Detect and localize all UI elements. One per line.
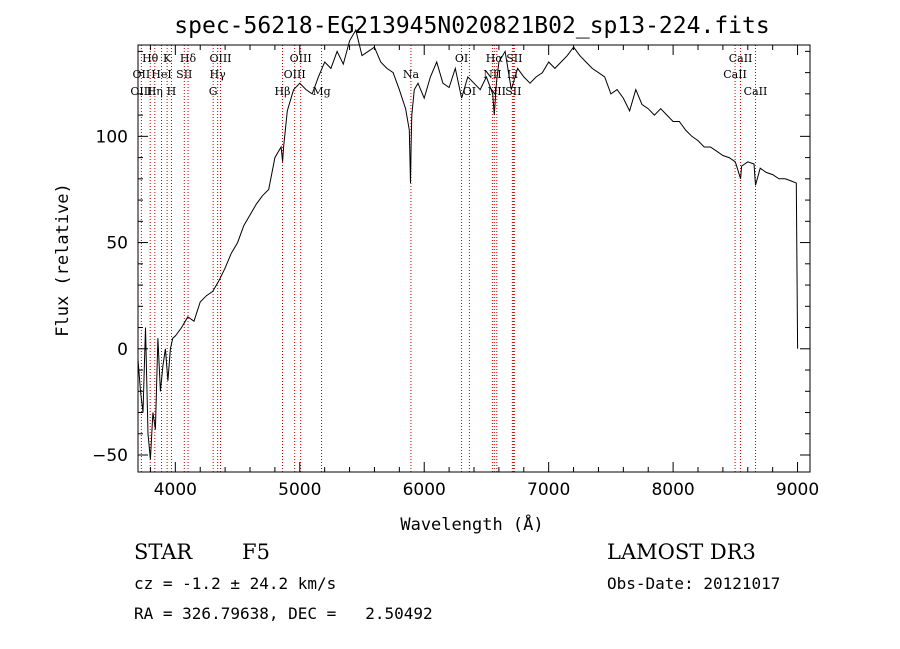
emission-line-markers bbox=[140, 45, 756, 472]
y-axis-label: Flux (relative) bbox=[53, 183, 73, 337]
survey-name: LAMOST DR3 bbox=[607, 540, 756, 564]
plot-frame bbox=[137, 44, 811, 473]
line-label: Na bbox=[403, 68, 420, 81]
spectrum-line bbox=[137, 28, 799, 460]
line-label: NII bbox=[488, 85, 506, 98]
line-label: NII bbox=[483, 68, 501, 81]
line-label: SII bbox=[505, 85, 521, 98]
line-label: CaII bbox=[723, 68, 747, 81]
x-tick-label: 4000 bbox=[154, 480, 197, 500]
line-label: Hβ bbox=[275, 85, 291, 98]
x-tick-label: 5000 bbox=[278, 480, 321, 500]
line-label: OI bbox=[455, 52, 468, 65]
line-label: Li bbox=[507, 68, 518, 81]
line-label: Hγ bbox=[210, 68, 227, 81]
y-tick-label: 50 bbox=[106, 234, 128, 254]
y-axis-ticks: −50 0 50 100 bbox=[92, 50, 810, 466]
line-label: Hη bbox=[147, 85, 163, 98]
observation-date: Obs-Date: 20121017 bbox=[607, 574, 781, 593]
line-label: Mg bbox=[312, 85, 330, 98]
chart-title: spec-56218-EG213945N020821B02_sp13-224.f… bbox=[174, 13, 769, 39]
line-label: SII bbox=[176, 68, 192, 81]
x-axis-ticks: 4000 5000 6000 7000 8000 9000 bbox=[149, 45, 819, 500]
line-label: OIII bbox=[130, 85, 152, 98]
spectral-subclass: F5 bbox=[242, 540, 270, 564]
line-label: K bbox=[163, 52, 172, 65]
x-tick-label: 8000 bbox=[651, 480, 694, 500]
line-label: OIII bbox=[209, 52, 231, 65]
y-tick-label: −50 bbox=[92, 446, 128, 466]
line-label: Hθ bbox=[142, 52, 159, 65]
line-label: SII bbox=[506, 52, 522, 65]
emission-line-labels: Hθ OII OIII K HeI Hη Hδ SII H OIII Hγ G OIII OIII Hβ Mg… bbox=[130, 52, 767, 98]
line-label: OI bbox=[463, 85, 476, 98]
line-label: Hδ bbox=[180, 52, 197, 65]
x-axis-label: Wavelength (Å) bbox=[400, 513, 543, 535]
line-label: HeI bbox=[151, 68, 171, 81]
line-label: OIII bbox=[290, 52, 312, 65]
x-tick-label: 9000 bbox=[776, 480, 819, 500]
redshift-value: cz = -1.2 ± 24.2 km/s bbox=[134, 574, 337, 593]
line-label: CaII bbox=[744, 85, 768, 98]
line-label: OIII bbox=[284, 68, 306, 81]
line-label: OII bbox=[133, 68, 151, 81]
x-tick-label: 7000 bbox=[527, 480, 570, 500]
y-tick-label: 0 bbox=[117, 340, 128, 360]
coordinates: RA = 326.79638, DEC = 2.50492 bbox=[134, 604, 433, 623]
line-label: H bbox=[167, 85, 177, 98]
line-label: G bbox=[209, 85, 218, 98]
line-label: CaII bbox=[729, 52, 753, 65]
x-tick-label: 6000 bbox=[403, 480, 446, 500]
y-tick-label: 100 bbox=[96, 127, 128, 147]
object-class: STAR bbox=[134, 540, 193, 564]
